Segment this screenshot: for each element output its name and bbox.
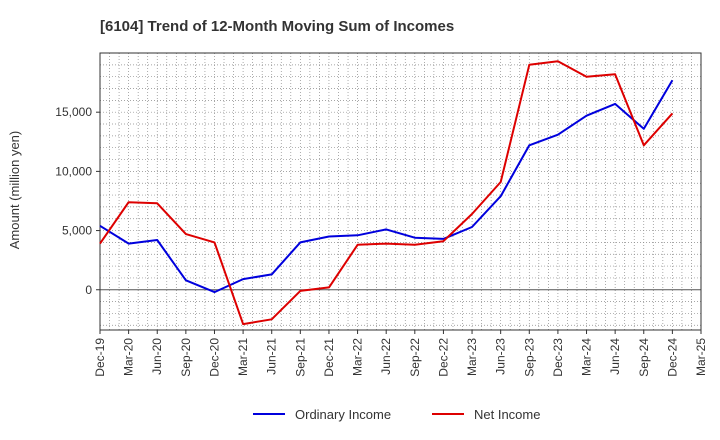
- x-tick-label: Jun-21: [265, 338, 279, 375]
- x-tick-label: Sep-24: [637, 338, 651, 377]
- x-tick-label: Jun-22: [379, 338, 393, 375]
- legend-label-ordinary-income: Ordinary Income: [295, 407, 391, 422]
- x-tick-label: Dec-21: [322, 338, 336, 377]
- x-tick-label: Jun-24: [608, 338, 622, 375]
- x-tick-label: Dec-23: [551, 338, 565, 377]
- x-tick-label: Sep-21: [293, 338, 307, 377]
- y-tick-label: 10,000: [55, 164, 92, 178]
- y-tick-label: 5,000: [62, 224, 92, 238]
- grid-lines: [100, 53, 701, 330]
- series-line-ordinary-income: [99, 79, 674, 294]
- plot-area-border: [99, 52, 702, 331]
- x-tick-label: Jun-20: [150, 338, 164, 375]
- x-tick-label: Sep-22: [408, 338, 422, 377]
- x-tick-label: Sep-20: [179, 338, 193, 377]
- x-tick-label: Dec-19: [93, 338, 107, 377]
- y-axis-label: Amount (million yen): [7, 131, 22, 250]
- x-tick-label: Dec-24: [665, 338, 679, 377]
- x-tick-label: Dec-22: [436, 338, 450, 377]
- y-axis-ticks: 0 5,000 10,000 15,000: [55, 105, 100, 297]
- legend-label-net-income: Net Income: [474, 407, 540, 422]
- x-tick-label: Jun-23: [494, 338, 508, 375]
- x-tick-label: Mar-20: [122, 338, 136, 376]
- legend: Ordinary Income Net Income: [253, 407, 540, 422]
- series-line-net-income: [99, 60, 674, 326]
- x-tick-label: Mar-21: [236, 338, 250, 376]
- x-tick-label: Mar-24: [580, 338, 594, 376]
- chart-title: [6104] Trend of 12-Month Moving Sum of I…: [100, 18, 454, 35]
- y-tick-label: 0: [85, 283, 92, 297]
- series-lines: [99, 60, 674, 326]
- x-tick-label: Dec-20: [207, 338, 221, 377]
- x-tick-label: Mar-22: [351, 338, 365, 376]
- y-tick-label: 15,000: [55, 105, 92, 119]
- x-tick-label: Mar-23: [465, 338, 479, 376]
- x-tick-label: Sep-23: [522, 338, 536, 377]
- x-tick-label: Mar-25: [694, 338, 708, 376]
- x-axis-ticks: Dec-19 Mar-20 Jun-20 Sep-20 Dec-20 Mar-21 Jun-…: [93, 330, 708, 377]
